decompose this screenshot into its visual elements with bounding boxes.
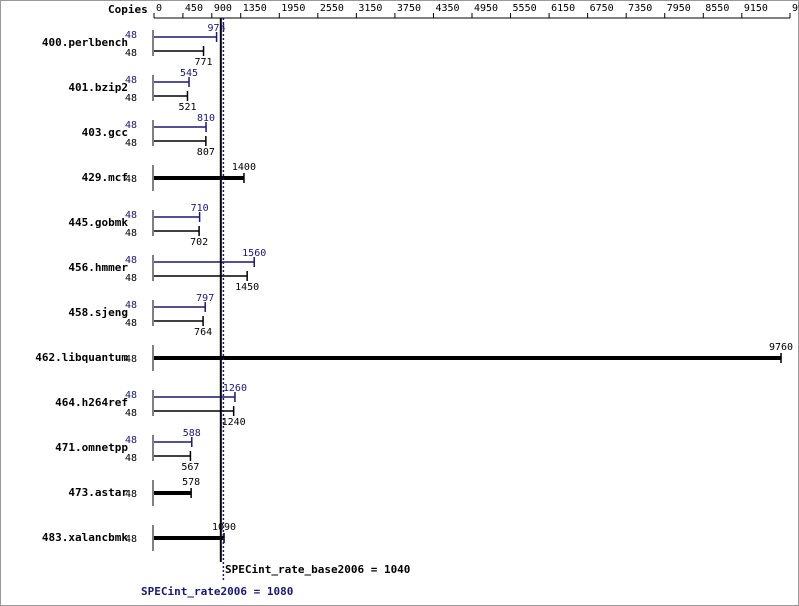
value-label: 771 [194,57,212,68]
copies-label: 48 [125,228,137,239]
bar [154,140,206,142]
bar [154,396,235,398]
x-tick-label: 0 [156,3,162,14]
bar [154,36,217,38]
bar [154,306,206,308]
value-label: 764 [194,327,212,338]
x-tick-label: 7950 [667,3,691,14]
bar [154,410,234,412]
bar [154,50,204,52]
bar [154,441,192,443]
value-label: 710 [191,203,209,214]
value-label: 545 [180,68,198,79]
copies-label: 48 [125,210,137,221]
copies-label: 48 [125,489,137,500]
x-tick-label: 450 [185,3,203,14]
x-tick-label: 8550 [705,3,729,14]
x-tick-label: 2550 [320,3,344,14]
bar [154,176,244,180]
copies-label: 48 [125,318,137,329]
copies-label: 48 [125,48,137,59]
copies-label: 48 [125,75,137,86]
reference-label: SPECint_rate_base2006 = 1040 [225,563,410,576]
value-label: 1450 [235,282,259,293]
bar [154,230,200,232]
x-tick-label: 4350 [435,3,459,14]
bar [154,275,248,277]
copies-label: 48 [125,534,137,545]
benchmark-name: 471.omnetpp [55,441,128,454]
copies-label: 48 [125,273,137,284]
x-tick-label: 3150 [358,3,382,14]
value-label: 578 [182,477,200,488]
x-tick-label: 1950 [281,3,305,14]
value-label: 1560 [242,248,266,259]
copies-label: 48 [125,435,137,446]
bar [154,95,188,97]
value-label: 9760 [769,342,793,353]
copies-label: 48 [125,120,137,131]
benchmark-name: 401.bzip2 [68,81,128,94]
benchmark-name: 429.mcf [82,171,128,184]
copies-label: 48 [125,30,137,41]
value-label: 807 [197,147,215,158]
value-label: 1400 [232,162,256,173]
reference-label: SPECint_rate2006 = 1080 [141,585,293,598]
x-tick-label: 9900 [792,3,799,14]
x-tick-label: 7350 [628,3,652,14]
benchmark-name: 458.sjeng [68,306,128,319]
copies-label: 48 [125,390,137,401]
bar [154,81,190,83]
x-tick-label: 5550 [513,3,537,14]
x-tick-label: 9150 [744,3,768,14]
value-label: 810 [197,113,215,124]
x-tick-label: 4950 [474,3,498,14]
value-label: 974 [208,23,226,34]
x-tick-label: 3750 [397,3,421,14]
bar [154,455,191,457]
benchmark-name: 483.xalancbmk [42,531,128,544]
value-label: 588 [183,428,201,439]
copies-label: 48 [125,174,137,185]
bar [154,320,204,322]
benchmark-name: 400.perlbench [42,36,128,49]
copies-label: 48 [125,255,137,266]
copies-label: 48 [125,408,137,419]
x-tick-label: 6150 [551,3,575,14]
benchmark-name: 473.astar [68,486,128,499]
copies-label: 48 [125,138,137,149]
bar [154,261,255,263]
benchmark-name: 464.h264ref [55,396,128,409]
x-tick-label: 900 [214,3,232,14]
benchmark-name: 456.hmmer [68,261,128,274]
bar [154,356,782,360]
value-label: 1260 [223,383,247,394]
value-label: 1240 [222,417,246,428]
benchmark-name: 403.gcc [82,126,128,139]
bar [154,491,192,495]
axis-label: Copies [108,3,148,16]
copies-label: 48 [125,453,137,464]
copies-label: 48 [125,300,137,311]
copies-label: 48 [125,93,137,104]
value-label: 702 [190,237,208,248]
bar [154,126,207,128]
benchmark-name: 462.libquantum [35,351,128,364]
value-label: 521 [178,102,196,113]
value-label: 797 [196,293,214,304]
bar [154,216,200,218]
x-tick-label: 6750 [590,3,614,14]
copies-label: 48 [125,354,137,365]
benchmark-name: 445.gobmk [68,216,128,229]
value-label: 567 [181,462,199,473]
x-tick-label: 1350 [243,3,267,14]
bar [154,536,225,540]
